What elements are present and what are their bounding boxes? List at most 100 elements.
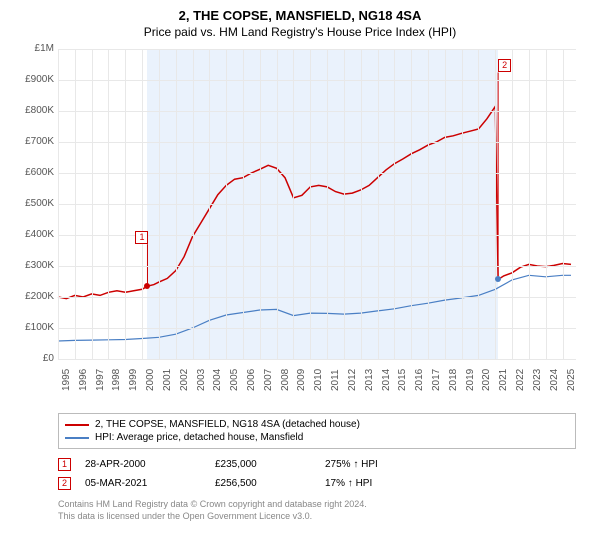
- x-axis-label: 2012: [347, 369, 358, 391]
- y-axis-label: £600K: [12, 167, 54, 178]
- y-axis-label: £500K: [12, 198, 54, 209]
- footer-attribution: Contains HM Land Registry data © Crown c…: [58, 499, 576, 522]
- legend-swatch: [65, 424, 89, 426]
- gridline-v: [58, 49, 59, 359]
- y-axis-label: £100K: [12, 322, 54, 333]
- footer-line2: This data is licensed under the Open Gov…: [58, 511, 576, 523]
- y-axis-label: £800K: [12, 105, 54, 116]
- x-axis-label: 2019: [465, 369, 476, 391]
- x-axis-label: 1995: [61, 369, 72, 391]
- x-axis-label: 2010: [313, 369, 324, 391]
- x-axis-label: 2015: [397, 369, 408, 391]
- gridline-v: [478, 49, 479, 359]
- legend-label: 2, THE COPSE, MANSFIELD, NG18 4SA (detac…: [95, 419, 360, 430]
- footer-line1: Contains HM Land Registry data © Crown c…: [58, 499, 576, 511]
- gridline-v: [310, 49, 311, 359]
- gridline-v: [529, 49, 530, 359]
- gridline-v: [209, 49, 210, 359]
- transaction-date: 05-MAR-2021: [85, 478, 215, 489]
- gridline-h: [58, 359, 576, 360]
- x-axis-label: 2008: [280, 369, 291, 391]
- gridline-v: [344, 49, 345, 359]
- x-axis-label: 2005: [229, 369, 240, 391]
- transaction-row: 2 05-MAR-2021£256,50017% ↑ HPI: [58, 474, 576, 493]
- x-axis-label: 2022: [515, 369, 526, 391]
- chart-title: 2, THE COPSE, MANSFIELD, NG18 4SA: [12, 8, 588, 23]
- transaction-marker: 2: [58, 477, 71, 490]
- x-axis-label: 2023: [532, 369, 543, 391]
- x-axis-label: 1997: [95, 369, 106, 391]
- x-axis-label: 2024: [549, 369, 560, 391]
- transaction-date: 28-APR-2000: [85, 459, 215, 470]
- transaction-price: £235,000: [215, 459, 325, 470]
- gridline-v: [411, 49, 412, 359]
- gridline-v: [92, 49, 93, 359]
- gridline-h: [58, 204, 576, 205]
- transaction-price: £256,500: [215, 478, 325, 489]
- x-axis-label: 1998: [111, 369, 122, 391]
- gridline-h: [58, 173, 576, 174]
- gridline-v: [159, 49, 160, 359]
- gridline-v: [293, 49, 294, 359]
- gridline-v: [277, 49, 278, 359]
- x-axis-label: 2007: [263, 369, 274, 391]
- series-price_paid: [58, 106, 571, 298]
- series-hpi: [58, 275, 571, 341]
- x-axis-label: 2020: [481, 369, 492, 391]
- gridline-h: [58, 49, 576, 50]
- gridline-h: [58, 111, 576, 112]
- gridline-v: [142, 49, 143, 359]
- transaction-pct: 17% ↑ HPI: [325, 478, 445, 489]
- gridline-v: [462, 49, 463, 359]
- y-axis-label: £700K: [12, 136, 54, 147]
- legend-item: 2, THE COPSE, MANSFIELD, NG18 4SA (detac…: [65, 418, 569, 431]
- x-axis-label: 2017: [431, 369, 442, 391]
- legend-label: HPI: Average price, detached house, Mans…: [95, 432, 303, 443]
- x-axis-label: 2006: [246, 369, 257, 391]
- gridline-v: [428, 49, 429, 359]
- transaction-pct: 275% ↑ HPI: [325, 459, 445, 470]
- marker-box: 1: [135, 231, 148, 244]
- x-axis-label: 2003: [196, 369, 207, 391]
- gridline-h: [58, 80, 576, 81]
- gridline-v: [361, 49, 362, 359]
- gridline-v: [445, 49, 446, 359]
- gridline-v: [75, 49, 76, 359]
- x-axis-label: 2016: [414, 369, 425, 391]
- x-axis-label: 2021: [498, 369, 509, 391]
- gridline-v: [243, 49, 244, 359]
- gridline-v: [378, 49, 379, 359]
- x-axis-label: 2000: [145, 369, 156, 391]
- gridline-v: [226, 49, 227, 359]
- transaction-row: 1 28-APR-2000£235,000275% ↑ HPI: [58, 455, 576, 474]
- chart-subtitle: Price paid vs. HM Land Registry's House …: [12, 25, 588, 39]
- chart-area: £0£100K£200K£300K£400K£500K£600K£700K£80…: [12, 45, 588, 405]
- legend-item: HPI: Average price, detached house, Mans…: [65, 431, 569, 444]
- x-axis-label: 2001: [162, 369, 173, 391]
- x-axis-label: 2002: [179, 369, 190, 391]
- gridline-v: [327, 49, 328, 359]
- y-axis-label: £200K: [12, 291, 54, 302]
- y-axis-label: £400K: [12, 229, 54, 240]
- gridline-v: [563, 49, 564, 359]
- x-axis-label: 2009: [296, 369, 307, 391]
- legend-box: 2, THE COPSE, MANSFIELD, NG18 4SA (detac…: [58, 413, 576, 449]
- x-axis-label: 2025: [566, 369, 577, 391]
- marker-box: 2: [498, 59, 511, 72]
- gridline-v: [260, 49, 261, 359]
- gridline-v: [512, 49, 513, 359]
- gridline-v: [125, 49, 126, 359]
- x-axis-label: 2013: [364, 369, 375, 391]
- transaction-marker: 1: [58, 458, 71, 471]
- gridline-v: [495, 49, 496, 359]
- x-axis-label: 2011: [330, 369, 341, 391]
- gridline-h: [58, 142, 576, 143]
- gridline-v: [546, 49, 547, 359]
- gridline-v: [394, 49, 395, 359]
- gridline-h: [58, 266, 576, 267]
- gridline-h: [58, 328, 576, 329]
- legend-swatch: [65, 437, 89, 439]
- y-axis-label: £0: [12, 353, 54, 364]
- gridline-v: [193, 49, 194, 359]
- y-axis-label: £900K: [12, 74, 54, 85]
